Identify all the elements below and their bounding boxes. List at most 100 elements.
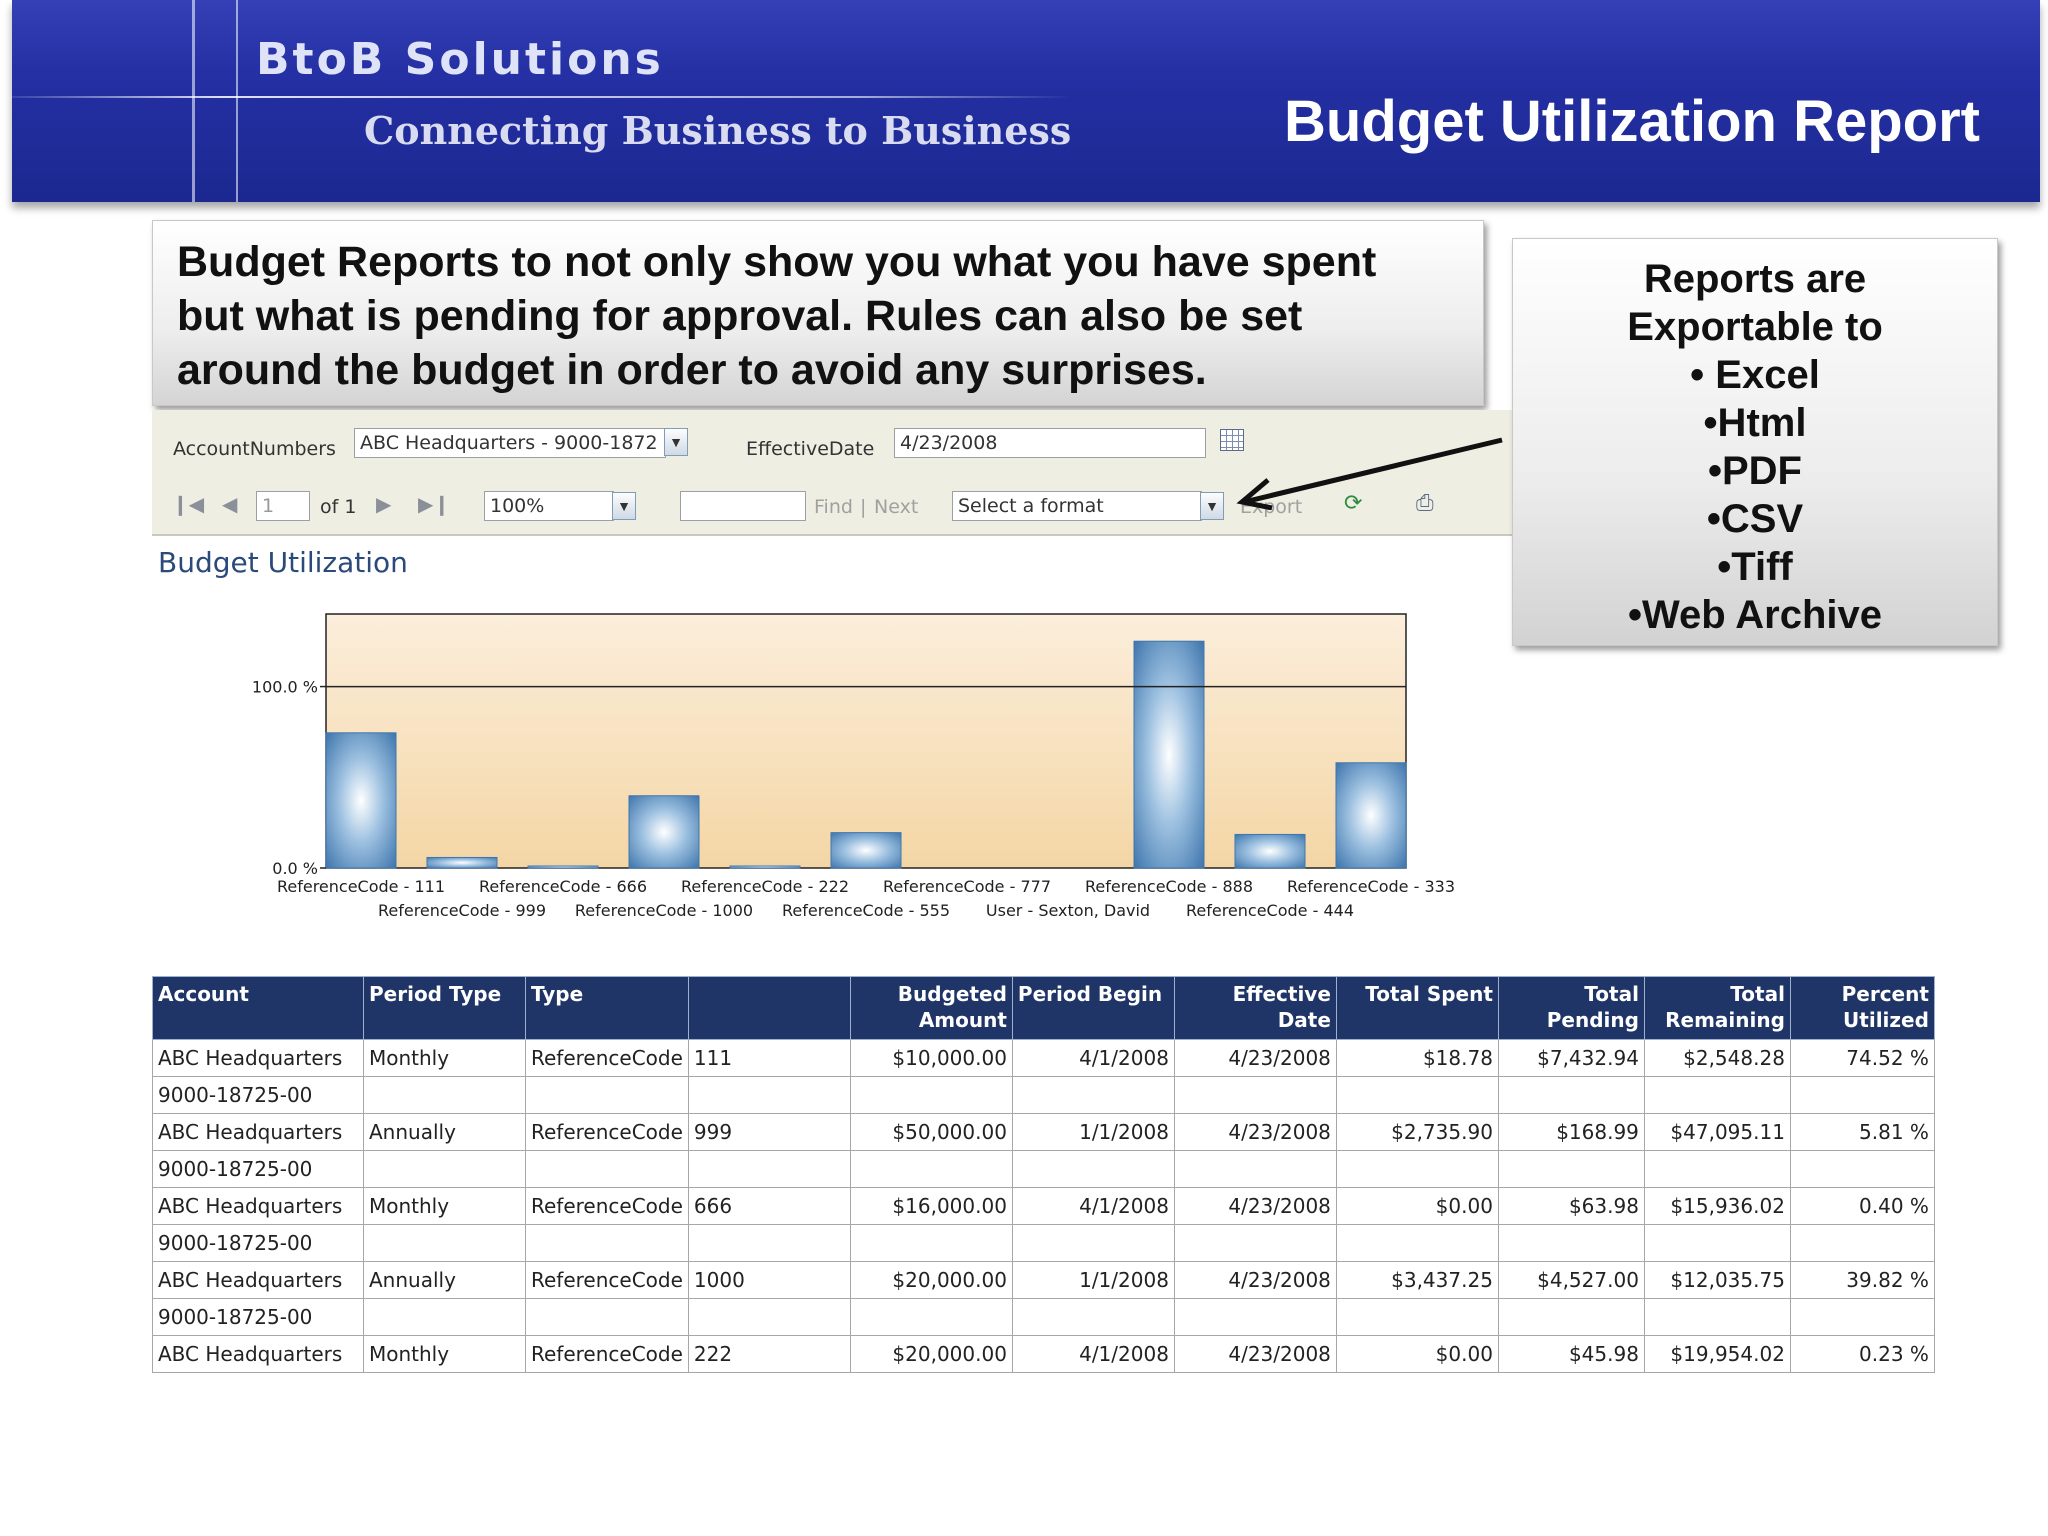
table-row: ABC Headquarters Monthly ReferenceCode 666 $… — [152, 1187, 1935, 1225]
find-text-input[interactable] — [680, 491, 806, 521]
callout-line: •CSV — [1706, 497, 1804, 541]
column-header: Budgeted Amount — [849, 976, 1013, 1040]
table-cell: 4/23/2008 — [1173, 1187, 1337, 1225]
zoom-select[interactable]: 100% — [484, 491, 614, 521]
table-row: 9000-18725-00 — [152, 1150, 1935, 1188]
export-format-select[interactable]: Select a format — [952, 491, 1202, 521]
column-header: Account — [152, 976, 364, 1040]
table-cell: $18.78 — [1335, 1039, 1499, 1077]
callout-line: •Tiff — [1717, 545, 1793, 589]
table-cell: $7,432.94 — [1497, 1039, 1645, 1077]
table-cell: 9000-18725-00 — [152, 1076, 364, 1114]
chevron-down-icon[interactable]: ▼ — [612, 492, 636, 520]
x-tick-label: ReferenceCode - 333 — [1287, 877, 1455, 896]
chevron-down-icon[interactable]: ▼ — [664, 428, 688, 456]
callout-line: • Excel — [1690, 353, 1820, 397]
table-cell: 4/23/2008 — [1173, 1039, 1337, 1077]
table-cell: 4/1/2008 — [1011, 1335, 1175, 1373]
refresh-icon[interactable]: ⟳ — [1344, 490, 1363, 515]
effective-date-label: EffectiveDate — [746, 438, 875, 460]
column-header: Type — [525, 976, 689, 1040]
column-header: Percent Utilized — [1789, 976, 1935, 1040]
header-banner: BtoB Solutions Connecting Business to Bu… — [12, 0, 2040, 202]
x-tick-label: ReferenceCode - 888 — [1085, 877, 1253, 896]
table-cell: $168.99 — [1497, 1113, 1645, 1151]
table-cell: $19,954.02 — [1643, 1335, 1791, 1373]
find-link[interactable]: Find — [814, 496, 853, 518]
table-cell: 111 — [687, 1039, 851, 1077]
table-cell — [1011, 1076, 1175, 1114]
table-row: ABC Headquarters Annually ReferenceCode 100… — [152, 1261, 1935, 1299]
column-header: Total Pending — [1497, 976, 1645, 1040]
table-cell — [1643, 1076, 1791, 1114]
table-cell: $10,000.00 — [849, 1039, 1013, 1077]
table-cell: ABC Headquarters — [152, 1261, 364, 1299]
table-cell: $20,000.00 — [849, 1261, 1013, 1299]
table-cell — [687, 1224, 851, 1262]
x-tick-label: ReferenceCode - 555 — [782, 901, 950, 920]
first-page-icon[interactable]: ❙◀ — [172, 494, 205, 516]
table-cell — [1789, 1150, 1935, 1188]
last-page-icon[interactable]: ▶❙ — [418, 494, 451, 516]
table-cell: ReferenceCode — [525, 1039, 689, 1077]
table-cell: Annually — [363, 1113, 526, 1151]
table-row: 9000-18725-00 — [152, 1076, 1935, 1114]
table-cell — [1789, 1224, 1935, 1262]
chart-bar — [426, 856, 498, 869]
page-number-input[interactable]: 1 — [256, 491, 310, 521]
x-tick-label: ReferenceCode - 222 — [681, 877, 849, 896]
budget-table: Account Period Type Type Budgeted Amount Per… — [152, 976, 1935, 1373]
print-icon[interactable]: ⎙ — [1416, 490, 1434, 515]
callout-line: Reports are — [1643, 257, 1867, 301]
table-cell: 1000 — [687, 1261, 851, 1299]
effective-date-input[interactable]: 4/23/2008 — [894, 428, 1206, 458]
table-cell — [1643, 1150, 1791, 1188]
previous-page-icon[interactable]: ◀ — [222, 494, 238, 516]
calendar-icon[interactable] — [1220, 429, 1244, 451]
export-formats-callout: Reports are Exportable to • Excel •Html … — [1512, 238, 1998, 646]
next-page-icon[interactable]: ▶ — [376, 494, 392, 516]
table-cell — [849, 1224, 1013, 1262]
callout-line: Exportable to — [1627, 305, 1883, 349]
x-tick-label: ReferenceCode - 999 — [378, 901, 546, 920]
table-row: ABC Headquarters Monthly ReferenceCode 222 $… — [152, 1335, 1935, 1373]
table-cell: ABC Headquarters — [152, 1335, 364, 1373]
table-cell — [363, 1298, 526, 1336]
table-row: 9000-18725-00 — [152, 1224, 1935, 1262]
export-pointer-arrow — [1236, 437, 1503, 510]
table-cell — [363, 1150, 526, 1188]
account-numbers-label: AccountNumbers — [173, 438, 336, 460]
table-cell: $2,735.90 — [1335, 1113, 1499, 1151]
x-tick-label: ReferenceCode - 444 — [1186, 901, 1354, 920]
chart-bar — [1133, 640, 1205, 869]
x-tick-label: ReferenceCode - 111 — [277, 877, 445, 896]
column-header: Effective Date — [1173, 976, 1337, 1040]
table-cell: ABC Headquarters — [152, 1113, 364, 1151]
banner-decor-line — [192, 0, 195, 202]
brand-logo: BtoB Solutions — [256, 34, 664, 85]
account-numbers-select[interactable]: ABC Headquarters - 9000-1872 — [354, 428, 666, 458]
table-cell — [525, 1076, 689, 1114]
table-cell — [1497, 1298, 1645, 1336]
table-cell — [1335, 1076, 1499, 1114]
find-next-link[interactable]: Next — [874, 496, 919, 518]
chevron-down-icon[interactable]: ▼ — [1200, 492, 1224, 520]
budget-utilization-chart: 0.0 % 100.0 % ReferenceCode - 111 Reference… — [252, 613, 1455, 920]
find-separator: | — [860, 496, 867, 518]
table-cell: 4/23/2008 — [1173, 1261, 1337, 1299]
column-header: Period Begin — [1011, 976, 1175, 1040]
table-row: ABC Headquarters Annually ReferenceCode 999… — [152, 1113, 1935, 1151]
table-cell — [525, 1150, 689, 1188]
table-cell: $63.98 — [1497, 1187, 1645, 1225]
table-cell: 4/1/2008 — [1011, 1187, 1175, 1225]
table-cell: 74.52 % — [1789, 1039, 1935, 1077]
report-parameters-bar: AccountNumbers ABC Headquarters - 9000-1… — [152, 410, 1512, 479]
table-cell: 4/23/2008 — [1173, 1335, 1337, 1373]
chart-bar — [729, 865, 801, 869]
table-cell — [525, 1298, 689, 1336]
x-tick-label: User - Sexton, David — [986, 901, 1150, 920]
column-header: Period Type — [363, 976, 526, 1040]
table-cell: Monthly — [363, 1187, 526, 1225]
table-cell — [1789, 1076, 1935, 1114]
table-cell — [687, 1298, 851, 1336]
